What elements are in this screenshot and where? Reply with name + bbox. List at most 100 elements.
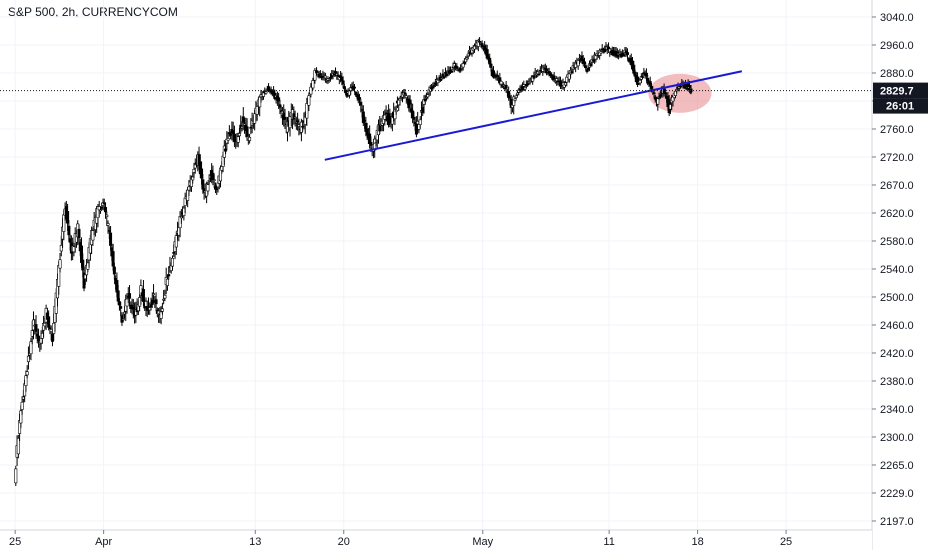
candle-body (29, 341, 33, 355)
time-tick-label: 11 (603, 536, 614, 548)
price-tick-label: 2760.0 (880, 124, 914, 136)
candle-body (267, 86, 271, 91)
countdown-badge-box (873, 98, 928, 114)
time-tick-label: 13 (249, 536, 261, 548)
time-tick-label: 25 (9, 536, 21, 548)
price-badge-label: 2829.7 (880, 86, 914, 98)
price-tick-label: 2880.0 (880, 68, 914, 80)
candle-body (398, 98, 402, 102)
candle-body (159, 311, 163, 319)
candle-body (652, 92, 656, 94)
candle-body (514, 95, 518, 99)
candle-body (34, 324, 38, 332)
candle-body (160, 308, 164, 312)
candle-body (523, 87, 527, 90)
candle-body (656, 98, 660, 105)
candle-body (116, 290, 120, 302)
price-tick-label: 2460.0 (880, 320, 914, 332)
candle-body (644, 72, 648, 77)
candle-body (47, 316, 51, 328)
candle-body (119, 306, 123, 309)
candle-body (206, 184, 210, 192)
candle-body (689, 88, 693, 93)
candle-body (358, 97, 362, 100)
time-axis-bg (0, 530, 872, 550)
price-tick-label: 2620.0 (880, 208, 914, 220)
candle-body (418, 119, 422, 125)
candle-body (341, 80, 345, 85)
candle-body (264, 91, 268, 94)
candle-body (502, 84, 506, 86)
price-tick-label: 2265.0 (880, 460, 914, 472)
candle-body (327, 80, 331, 82)
candle-body (408, 99, 412, 105)
price-tick-label: 2229.0 (880, 488, 914, 500)
candle-body (59, 245, 63, 252)
candle-body (167, 274, 171, 277)
countdown-label: 26:01 (886, 101, 914, 113)
time-axis[interactable]: 25 Apr 13 20 May 11 18 25 (0, 529, 872, 550)
candle-body (489, 63, 493, 68)
candle-body (342, 86, 346, 89)
candle-body (77, 228, 81, 239)
candle-body (369, 142, 373, 146)
candle-body (537, 73, 541, 76)
price-tick-label: 2540.0 (880, 264, 914, 276)
candle-body (323, 75, 327, 79)
time-tick-label: 20 (338, 536, 350, 548)
candle-body (403, 92, 407, 95)
candle-body (200, 168, 204, 179)
candle-body (104, 207, 108, 213)
price-badge-box (873, 82, 928, 99)
candle-body (423, 99, 427, 102)
candle-body (450, 71, 454, 73)
candle-body (305, 103, 309, 119)
candle-body (499, 80, 503, 85)
candle-body (352, 86, 356, 89)
candle-body (584, 65, 588, 69)
candle-body (513, 98, 517, 101)
candle-body (24, 375, 28, 387)
price-tick-label: 2500.0 (880, 292, 914, 304)
price-axis[interactable]: 3040.02960.02880.02800.02760.02720.02670… (871, 0, 932, 550)
candle-body (174, 235, 178, 248)
time-tick-label: Apr (95, 536, 112, 548)
price-tick-label: 2300.0 (880, 432, 914, 444)
candle-body (504, 84, 508, 89)
price-tick-label: 2380.0 (880, 376, 914, 388)
support-trendline (324, 70, 743, 161)
candle-body (212, 179, 216, 181)
candle-body (112, 266, 116, 275)
candle-body (20, 401, 24, 410)
candle-body (307, 95, 311, 106)
candles (14, 37, 693, 486)
candle-body (154, 299, 158, 305)
candle-body (16, 437, 20, 455)
candle-body (688, 85, 692, 88)
candle-body (552, 75, 556, 80)
time-tick-label: May (472, 536, 493, 548)
candle-body (25, 371, 29, 376)
price-tick-label: 2197.0 (880, 516, 914, 528)
candle-body (485, 49, 489, 59)
grid-lines (0, 0, 872, 530)
candle-body (394, 109, 398, 113)
candle-body (14, 468, 18, 484)
trendline[interactable] (324, 70, 743, 161)
candle-body (19, 410, 23, 424)
price-tick-label: 2720.0 (880, 152, 914, 164)
candle-body (163, 294, 167, 299)
candle-body (106, 223, 110, 226)
candle-body (141, 289, 145, 302)
candle-body (67, 225, 71, 236)
candle-body (311, 80, 315, 89)
candle-body (58, 259, 62, 269)
candle-body (152, 293, 156, 296)
price-tick-label: 2670.0 (880, 180, 914, 192)
candle-body (105, 214, 109, 217)
candle-body (224, 148, 228, 152)
price-badge: 2829.7 26:01 (873, 82, 928, 114)
candle-body (359, 101, 363, 106)
price-tick-label: 3040.0 (880, 12, 914, 24)
